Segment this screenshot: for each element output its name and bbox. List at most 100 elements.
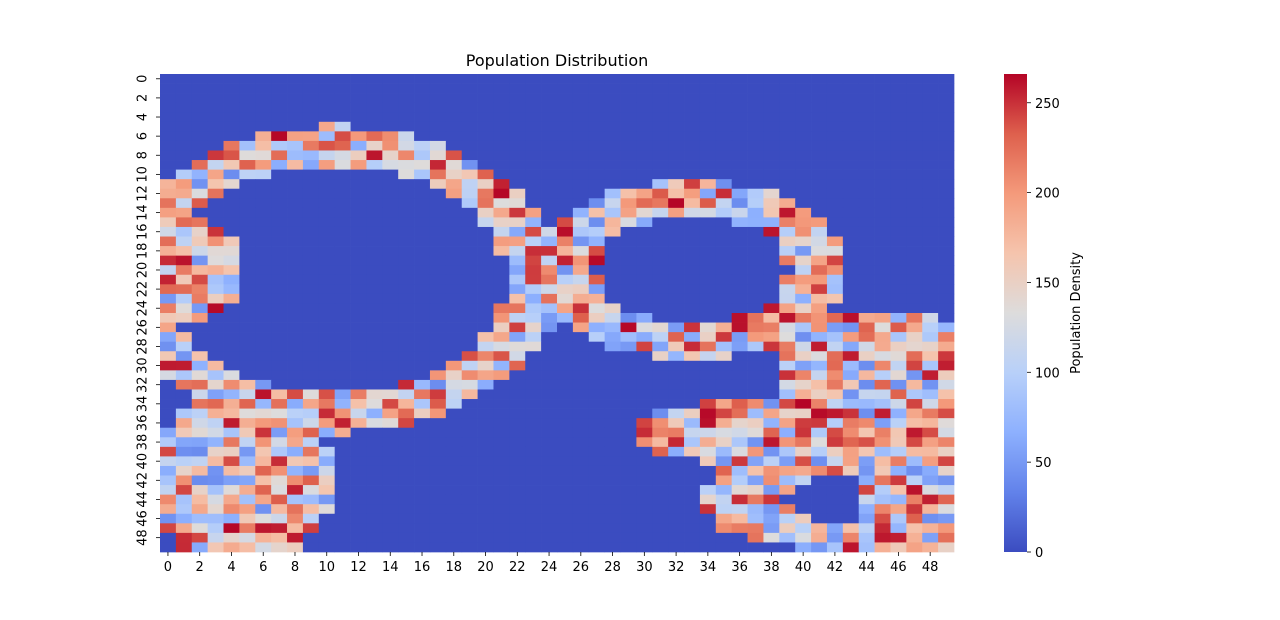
heatmap-cell [620,332,637,343]
heatmap-cell [239,102,256,113]
heatmap-cell [795,150,812,161]
heatmap-cell [429,322,447,333]
heatmap-cell [414,293,431,304]
heatmap-cell [874,456,891,467]
heatmap-cell [588,169,605,180]
heatmap-cells [160,74,955,553]
heatmap-cell [461,188,478,199]
heatmap-cell [302,226,320,237]
heatmap-cell [731,188,748,199]
heatmap-cell [191,485,208,495]
heatmap-cell [429,494,447,505]
heatmap-cell [906,284,923,295]
heatmap-cell [842,332,860,343]
heatmap-cell [398,504,415,515]
heatmap-cell [398,418,415,429]
heatmap-cell [763,207,780,218]
heatmap-cell [175,475,193,486]
heatmap-cell [318,102,336,113]
heatmap-cell [906,465,923,476]
heatmap-cell [366,513,383,524]
heatmap-cell [429,446,447,457]
heatmap-cell [652,437,669,448]
heatmap-cell [302,188,320,199]
heatmap-cell [636,121,653,132]
heatmap-cell [493,198,510,209]
heatmap-cell [223,188,240,199]
heatmap-cell [890,494,907,505]
heatmap-cell [429,399,447,409]
heatmap-cell [684,360,701,371]
heatmap-cell [699,217,717,228]
heatmap-cell [445,475,463,486]
heatmap-cell [493,188,510,199]
heatmap-cell [572,389,590,400]
heatmap-cell [922,140,939,151]
heatmap-cell [668,504,685,515]
heatmap-cell [795,408,812,419]
heatmap-cell [652,274,669,285]
heatmap-cell [366,475,383,486]
heatmap-cell [779,408,796,419]
heatmap-cell [858,150,875,161]
heatmap-cell [207,351,224,362]
heatmap-cell [795,504,812,515]
heatmap-cell [366,351,383,362]
heatmap-cell [858,207,875,218]
heatmap-cell [493,112,510,123]
heatmap-cell [207,226,224,237]
y-tick-label: 28 [136,338,151,355]
heatmap-cell [779,303,796,314]
heatmap-cell [858,188,875,199]
heatmap-cell [826,83,844,94]
heatmap-cell [826,504,844,515]
heatmap-cell [414,542,431,553]
heatmap-cell [668,140,685,151]
heatmap-cell [620,475,637,486]
heatmap-cell [922,523,939,534]
heatmap-cell [668,446,685,457]
heatmap-cell [795,532,812,543]
heatmap-cell [414,351,431,362]
heatmap-cell [366,265,383,276]
heatmap-cell [461,485,478,495]
heatmap-cell [684,93,701,104]
heatmap-cell [191,513,208,524]
heatmap-cell [620,74,637,84]
heatmap-cell [318,93,336,104]
heatmap-cell [763,160,780,170]
heatmap-cell [350,236,367,247]
heatmap-cell [191,93,208,104]
heatmap-cell [287,179,304,190]
heatmap-cell [922,408,939,419]
heatmap-cell [525,389,542,400]
heatmap-cell [699,188,717,199]
heatmap-cell [715,351,733,362]
heatmap-cell [493,351,510,362]
heatmap-cell [287,485,304,495]
heatmap-cell [652,351,669,362]
heatmap-cell [636,456,653,467]
heatmap-cell [858,341,875,352]
heatmap-cell [160,207,177,218]
heatmap-cell [350,427,367,438]
heatmap-cell [509,293,526,304]
heatmap-cell [541,160,558,170]
heatmap-cell [874,188,891,199]
heatmap-cell [541,303,558,314]
heatmap-cell [588,179,605,190]
heatmap-cell [731,293,748,304]
heatmap-cell [477,360,494,371]
heatmap-cell [382,112,399,123]
heatmap-cell [874,265,891,276]
heatmap-cell [334,504,351,515]
heatmap-cell [668,150,685,161]
heatmap-cell [239,179,256,190]
heatmap-cell [541,293,558,304]
heatmap-cell [811,131,828,142]
heatmap-cell [842,322,860,333]
heatmap-cell [175,140,193,151]
heatmap-cell [699,465,717,476]
y-tick-label: 2 [136,94,151,102]
heatmap-cell [318,418,336,429]
